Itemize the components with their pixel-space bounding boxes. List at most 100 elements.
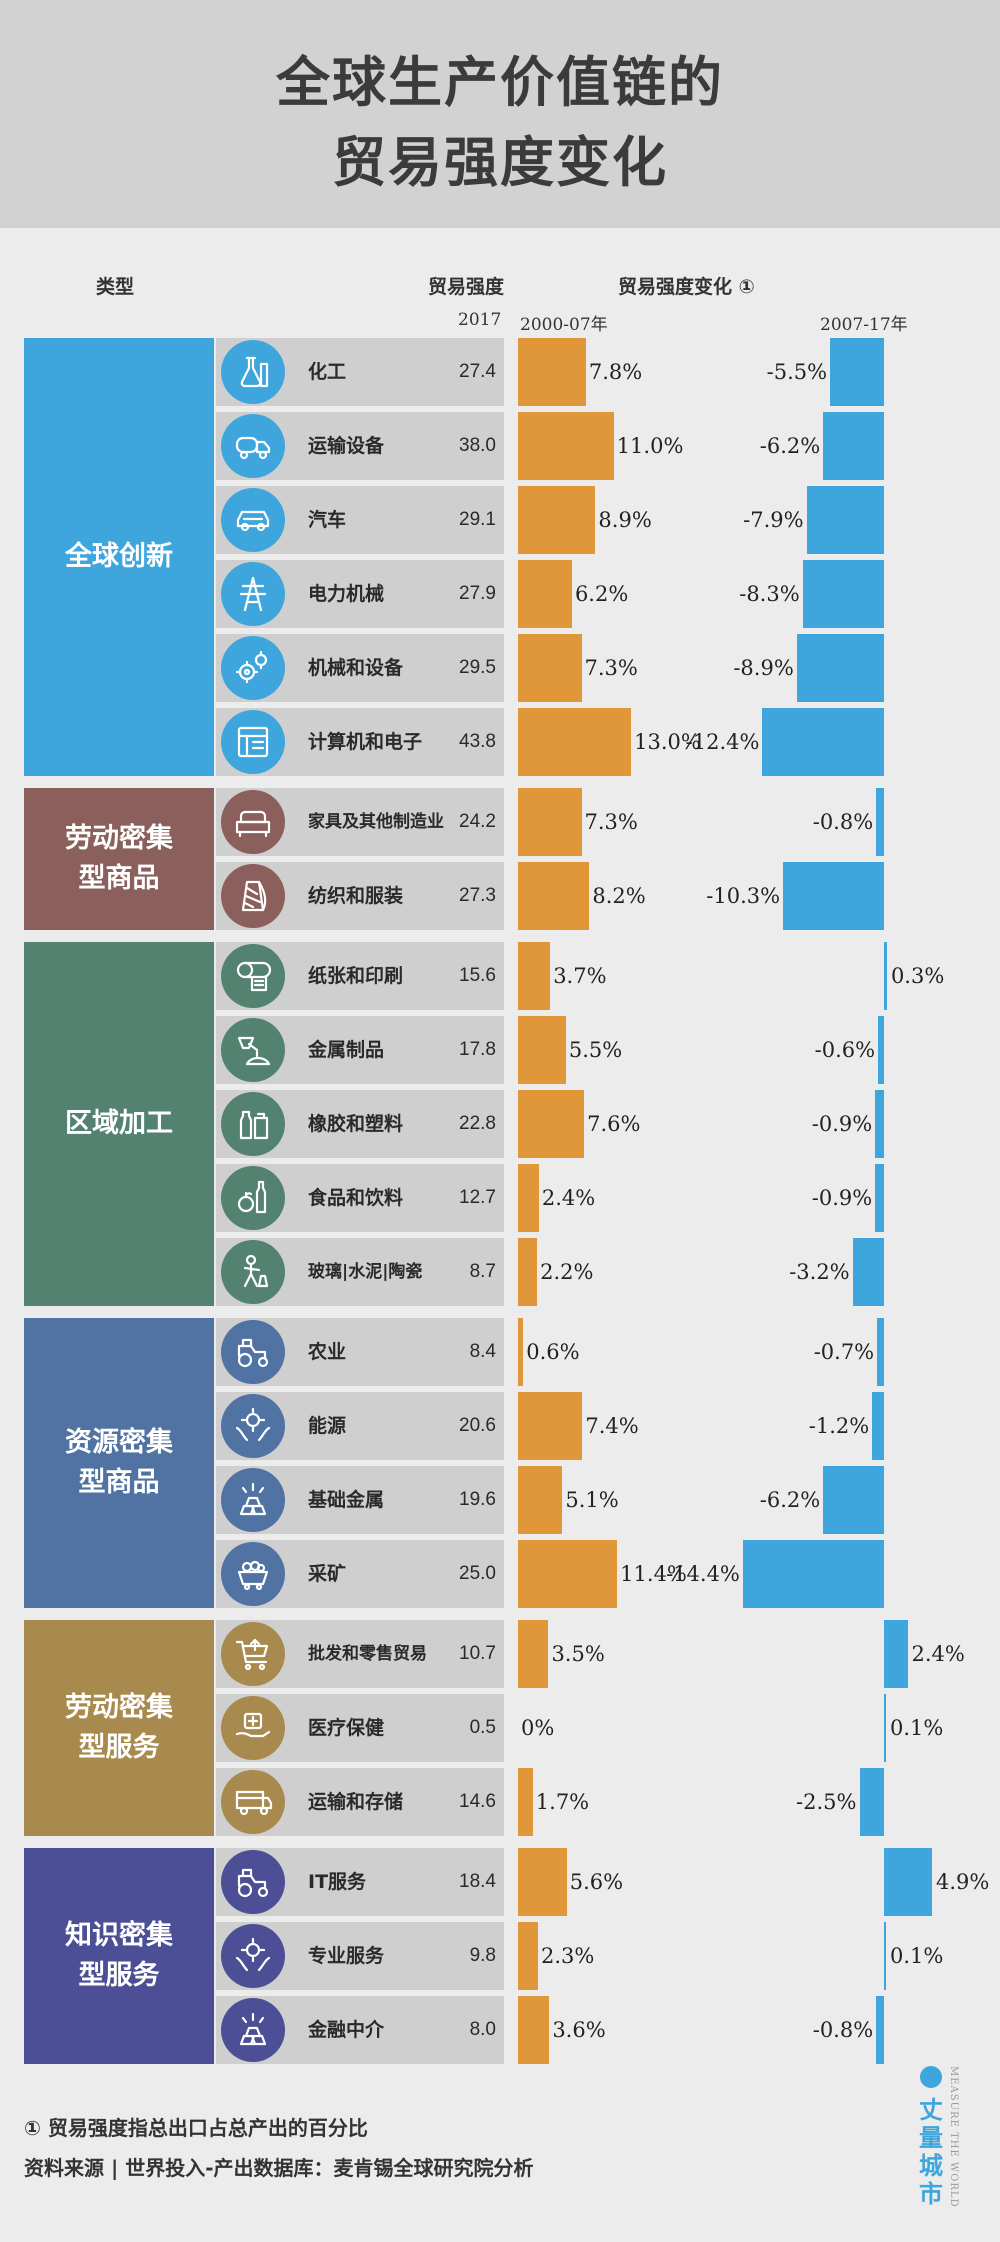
brand-mark: 丈量城市 MEASURE THE WORLD [918,2066,959,2208]
row-name: 批发和零售贸易 [308,1644,427,1664]
category-label: 劳动密集 型服务 [65,1688,173,1768]
row-name: 电力机械 [308,583,385,605]
intensity-2017-value: 29.1 [459,509,496,530]
intensity-2017-value: 9.8 [469,1945,496,1966]
change-2000-07-bar [518,708,632,776]
change-2007-17-bar [783,862,884,930]
change-2000-07-label: 0% [521,1716,555,1740]
change-2007-17-bar [884,942,887,1010]
intensity-2017-value: 10.7 [459,1643,496,1664]
change-2000-07-bar [518,1922,538,1990]
change-2000-07-label: 8.2% [592,884,646,908]
intensity-2017-value: 25.0 [459,1563,496,1584]
metal-pour-icon [221,1018,285,1082]
intensity-2017-value: 24.2 [459,811,496,832]
category-block: 区域加工 [24,942,214,1306]
change-2000-07-bar [518,486,596,554]
tractor-icon [221,1320,285,1384]
intensity-2017-value: 38.0 [459,435,496,456]
category-label-line: 劳动密集 [65,823,173,854]
change-2000-07-label: 6.2% [574,582,629,606]
row-name: 金属制品 [308,1039,385,1061]
change-2007-17-bar [852,1238,884,1306]
category-label-line: 知识密集 [65,1920,173,1951]
change-2007-17-bar [877,1318,884,1386]
sofa-icon [221,790,285,854]
category-label: 区域加工 [65,1104,173,1144]
intensity-2017-value: 22.8 [459,1113,496,1134]
category-block: 全球创新 [24,338,214,776]
change-2000-07-label: 7.3% [584,810,638,834]
row-name: 医疗保健 [308,1717,385,1739]
change-2000-07-label: 7.8% [588,360,643,384]
change-2007-17-bar [878,1016,884,1084]
page-title-line-1: 全球生产价值链的 [276,51,724,114]
change-2007-17-bar [872,1392,884,1460]
change-2000-07-label: 5.5% [568,1038,623,1062]
energy-hands-icon [221,1394,285,1458]
change-2007-17-bar [823,1466,884,1534]
change-2000-07-bar [518,1540,618,1608]
category-block: 劳动密集 型商品 [24,788,214,930]
category-label: 劳动密集 型商品 [65,819,173,899]
change-2000-07-bar [518,1016,566,1084]
category-label: 知识密集 型服务 [65,1916,173,1996]
row-name: 家具及其他制造业 [308,812,444,832]
change-2000-07-bar [518,1996,550,2064]
brand-tagline: MEASURE THE WORLD [948,2066,959,2208]
power-tower-icon [221,562,285,626]
car-icon [221,488,285,552]
paper-roll-icon [221,944,285,1008]
change-2000-07-bar [518,1768,533,1836]
change-2000-07-label: 5.6% [569,1870,624,1894]
intensity-2017-value: 19.6 [459,1489,496,1510]
change-2007-17-label: -5.5% [766,360,828,384]
change-2000-07-label: 13.0% [634,730,701,754]
intensity-2017-value: 17.8 [459,1039,496,1060]
change-2007-17-label: 4.9% [936,1870,990,1894]
intensity-2017-value: 0.5 [469,1717,496,1738]
change-2000-07-label: 2.4% [541,1186,596,1210]
mine-cart-icon [221,1542,285,1606]
change-2000-07-label: 7.4% [585,1414,639,1438]
row-name: 能源 [308,1415,347,1437]
change-2000-07-label: 0.6% [526,1340,580,1364]
row-name: IT服务 [308,1871,367,1893]
category-label-line: 劳动密集 [65,1692,173,1723]
intensity-2017-value: 43.8 [459,731,496,752]
change-2000-07-label: 7.3% [584,656,638,680]
change-2007-17-bar [762,708,884,776]
change-2007-17-label: 2.4% [911,1642,965,1666]
tractor-icon [221,1850,285,1914]
change-2007-17-label: -0.7% [813,1340,875,1364]
row-name: 运输和存储 [308,1791,404,1813]
change-2007-17-label: -8.3% [739,582,800,606]
food-drink-icon [221,1166,285,1230]
category-label: 全球创新 [65,537,173,577]
change-2000-07-bar [518,1466,563,1534]
change-2007-17-bar [876,1996,884,2064]
intensity-2017-value: 20.6 [459,1415,496,1436]
change-2000-07-bar [518,1318,524,1386]
change-2007-17-bar [884,1694,886,1762]
intensity-column-header: 贸易强度 [428,276,505,298]
row-name: 基础金属 [308,1489,385,1511]
change-2000-07-label: 11.4% [620,1562,687,1586]
change-2007-17-label: -2.5% [796,1790,857,1814]
category-block: 知识密集 型服务 [24,1848,214,2064]
change-2000-07-bar [518,788,582,856]
period-2000-07-label: 2000-07年 [520,315,608,335]
row-name: 纸张和印刷 [308,965,404,987]
period-2007-17-label: 2007-17年 [820,315,908,335]
change-2007-17-bar [875,1090,884,1158]
change-2007-17-label: -0.9% [811,1186,873,1210]
intensity-2017-value: 12.7 [459,1187,496,1208]
change-2007-17-bar [830,338,884,406]
category-label: 资源密集 型商品 [65,1423,173,1503]
brand-dot-icon [920,2066,942,2088]
gold-bars-icon [221,1998,285,2062]
change-2000-07-bar [518,634,582,702]
change-2007-17-label: -14.4% [666,1562,740,1586]
change-2007-17-bar [742,1540,884,1608]
change-2000-07-bar [518,1090,585,1158]
